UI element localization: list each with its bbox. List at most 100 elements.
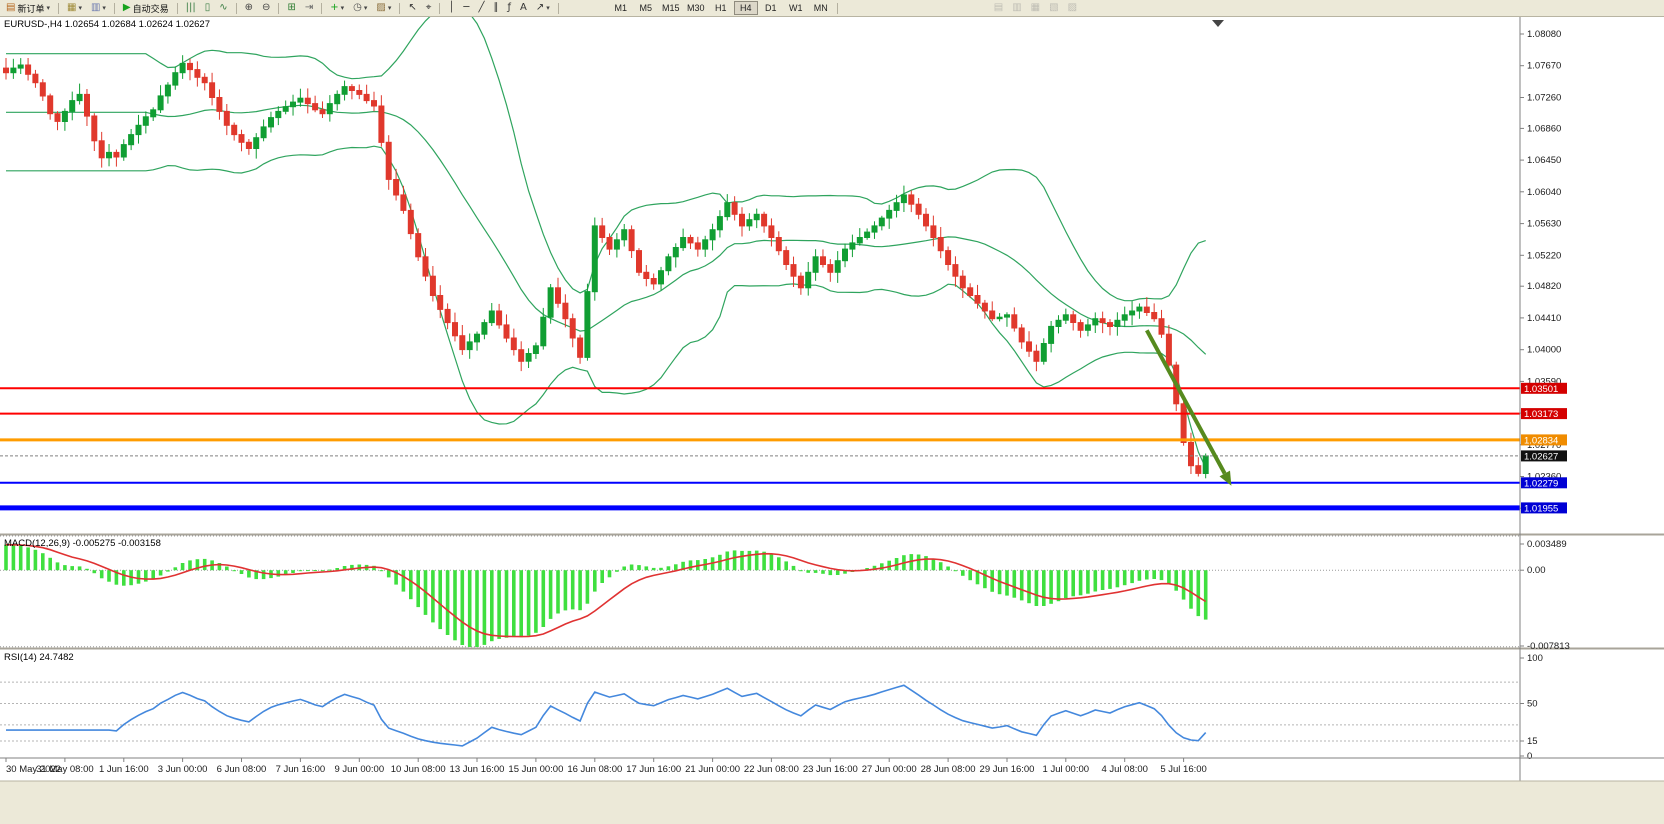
macd-histogram-bar — [865, 568, 869, 571]
fibonacci-icon[interactable]: ƒ — [503, 1, 515, 15]
candle — [768, 218, 775, 247]
zoom-out-icon[interactable]: ⊖ — [258, 1, 274, 15]
macd-panel[interactable] — [0, 535, 1520, 648]
horizontal-line-icon[interactable]: ─ — [459, 1, 473, 15]
macd-histogram-bar — [585, 570, 590, 604]
svg-text:1.02627: 1.02627 — [1524, 451, 1558, 462]
data-window-icon[interactable]: ▥ — [1008, 1, 1025, 15]
line-chart-icon[interactable]: ∿ — [215, 1, 231, 15]
trendline-icon[interactable]: ╱ — [474, 1, 488, 15]
macd-histogram-bar — [151, 570, 155, 579]
indicators-icon[interactable]: + ▾ — [326, 1, 348, 15]
macd-histogram-bar — [1093, 570, 1098, 592]
toolbar-separator — [57, 2, 59, 14]
price-tag-1.03501: 1.03501 — [1521, 382, 1567, 395]
panel-separator[interactable] — [0, 647, 1664, 650]
svg-text:1.01955: 1.01955 — [1524, 503, 1558, 514]
svg-text:1.02279: 1.02279 — [1524, 478, 1558, 489]
macd-histogram-bar — [983, 570, 987, 589]
price-tag-1.02834: 1.02834 — [1521, 434, 1567, 446]
auto-trading-button[interactable]: ▶ 自动交易 — [119, 1, 173, 15]
templates-icon[interactable]: ▨ ▾ — [372, 1, 395, 15]
toolbar-group-extra: ▤ ▥ ▦ ▧ ▨ — [990, 1, 1081, 15]
macd-axis-label: 0.003489 — [1527, 539, 1567, 550]
cursor-icon[interactable]: ↖ — [404, 1, 420, 15]
zoom-in-icon[interactable]: ⊕ — [241, 1, 257, 15]
timeframe-d1-button[interactable]: D1 — [759, 1, 783, 15]
toolbar: ▤ 新订单 ▾ ▦ ▾ ▥ ▾ ▶ 自动交易 ||| ▯ ∿ ⊕ ⊖ ⊞ ⇥ + ▾ ◷ ▾ ▨ ▾ ↖ ⌖ │ ─ ╱ ∥ ƒ A ↗ ▾ M… — [0, 0, 1664, 17]
new-order-button[interactable]: ▤ 新订单 ▾ — [2, 1, 54, 15]
panel-separator[interactable] — [0, 533, 1664, 536]
time-axis-label: 16 Jun 08:00 — [567, 764, 622, 775]
bar-chart-icon[interactable]: ||| — [182, 1, 200, 15]
price-axis[interactable]: 1.08080 1.07670 1.07260 1.06860 1.06450 1.060… — [1519, 17, 1570, 781]
macd-histogram-bar — [55, 562, 60, 571]
candle — [385, 135, 392, 190]
terminal-icon[interactable]: ▧ — [1045, 1, 1062, 15]
channel-icon[interactable]: ∥ — [489, 1, 502, 15]
macd-histogram-bar — [386, 570, 391, 578]
timeframe-m1-button[interactable]: M1 — [609, 1, 633, 15]
new-chart-icon[interactable]: ▦ ▾ — [63, 1, 86, 15]
tile-windows-icon[interactable]: ⊞ — [283, 1, 299, 15]
time-axis-label: 5 Jul 16:00 — [1160, 764, 1206, 775]
tester-icon[interactable]: ▨ — [1064, 1, 1081, 15]
arrows-tool-icon[interactable]: ↗ ▾ — [532, 1, 554, 15]
candle — [452, 312, 458, 342]
candle — [260, 119, 267, 142]
price-tag-1.02627: 1.02627 — [1521, 450, 1567, 462]
timeframe-m15-button[interactable]: M15 — [659, 1, 683, 15]
navigator-icon[interactable]: ▦ — [1027, 1, 1044, 15]
timeframe-m5-button[interactable]: M5 — [634, 1, 658, 15]
timeframe-h1-button[interactable]: H1 — [709, 1, 733, 15]
candle — [282, 100, 289, 115]
vertical-line-icon[interactable]: │ — [444, 1, 458, 15]
timeframe-w1-button[interactable]: W1 — [784, 1, 808, 15]
periods-icon[interactable]: ◷ ▾ — [349, 1, 371, 15]
candle — [253, 133, 260, 159]
timeframe-mn-button[interactable]: MN — [809, 1, 833, 15]
chart-canvas[interactable]: 1.08080 1.07670 1.07260 1.06860 1.06450 1.060… — [0, 17, 1664, 824]
timeframe-h4-button[interactable]: H4 — [733, 1, 758, 15]
auto-scroll-icon[interactable]: ⇥ — [301, 1, 317, 15]
vertical-line-icon: │ — [448, 2, 455, 13]
candle — [937, 227, 944, 259]
trend-arrow[interactable] — [1145, 329, 1232, 486]
macd-histogram-bar — [173, 567, 178, 571]
macd-histogram-bar — [593, 570, 597, 592]
candle — [525, 348, 532, 368]
macd-histogram-bar — [843, 570, 847, 574]
candle — [628, 225, 635, 258]
candle — [989, 301, 996, 322]
candle — [415, 228, 422, 261]
macd-histogram-bar — [497, 570, 501, 639]
macd-histogram-bar — [1167, 570, 1171, 584]
crosshair-icon[interactable]: ⌖ — [422, 1, 436, 15]
macd-histogram-bar — [504, 570, 509, 638]
candle — [1062, 308, 1069, 324]
candlestick-chart-icon[interactable]: ▯ — [201, 1, 215, 15]
candle — [334, 90, 341, 111]
candle — [290, 94, 296, 116]
candle — [569, 313, 576, 348]
macd-histogram-bar — [431, 570, 435, 623]
macd-histogram-bar — [791, 565, 796, 571]
timeframe-m30-button[interactable]: M30 — [684, 1, 708, 15]
rsi-panel[interactable] — [0, 681, 1520, 747]
shift-marker-icon[interactable] — [1212, 20, 1224, 27]
toolbar-group-insert: + ▾ ◷ ▾ ▨ ▾ — [326, 1, 395, 15]
chart-region: 1.08080 1.07670 1.07260 1.06860 1.06450 1.060… — [0, 17, 1664, 824]
chart-profiles-icon[interactable]: ▥ ▾ — [87, 1, 110, 15]
macd-histogram-bar — [615, 570, 619, 572]
line-chart-icon: ∿ — [219, 2, 228, 13]
macd-histogram-bar — [534, 570, 538, 633]
horizontal-lines-layer — [0, 387, 1520, 511]
macd-histogram-bar — [777, 557, 781, 571]
candle — [25, 58, 32, 81]
text-tool-icon[interactable]: A — [516, 1, 531, 15]
market-watch-icon[interactable]: ▤ — [990, 1, 1007, 15]
macd-histogram-bar — [548, 570, 553, 619]
candle — [761, 211, 768, 233]
candle — [496, 303, 503, 329]
